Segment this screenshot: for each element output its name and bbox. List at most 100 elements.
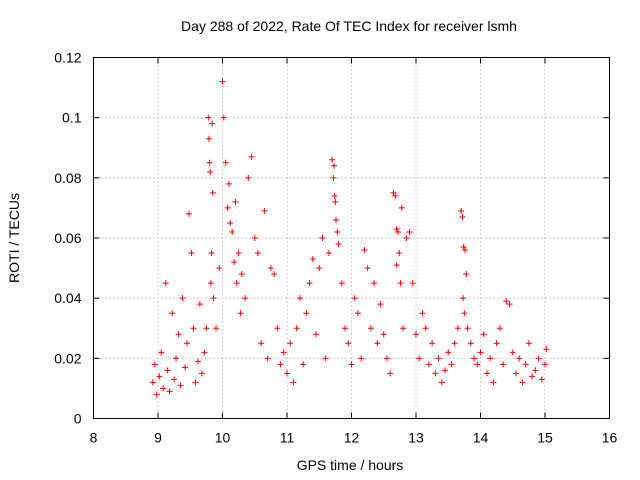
data-point — [330, 174, 337, 181]
data-point — [185, 210, 192, 217]
data-point — [237, 310, 244, 317]
data-point — [209, 189, 216, 196]
data-point — [516, 355, 523, 362]
data-point — [173, 355, 180, 362]
data-point — [500, 361, 507, 368]
data-point — [503, 298, 510, 305]
data-point — [229, 228, 236, 235]
data-point — [251, 235, 258, 241]
data-point — [319, 235, 326, 241]
data-point — [300, 361, 307, 368]
data-point — [390, 189, 397, 196]
data-point — [190, 325, 197, 332]
data-point — [188, 250, 195, 257]
data-point — [290, 379, 297, 386]
data-point — [151, 361, 158, 368]
y-tick-label: 0 — [74, 411, 82, 427]
data-point — [460, 244, 467, 251]
data-point — [322, 355, 329, 362]
data-point — [179, 295, 186, 302]
data-point — [293, 325, 300, 332]
data-point — [309, 256, 316, 263]
data-point — [409, 280, 416, 287]
data-point — [162, 280, 169, 287]
x-tick-label: 10 — [215, 430, 231, 446]
data-point — [338, 280, 345, 287]
data-point — [224, 204, 231, 211]
data-point — [529, 373, 536, 380]
data-point — [425, 361, 432, 368]
data-point — [393, 225, 400, 232]
data-point — [506, 301, 513, 308]
data-point — [400, 325, 407, 332]
x-axis-label: GPS time / hours — [297, 457, 404, 473]
x-tick-label: 12 — [344, 430, 360, 446]
data-point — [458, 207, 465, 214]
data-point — [235, 250, 242, 257]
data-point — [198, 370, 205, 377]
data-point — [522, 361, 529, 368]
data-point — [306, 280, 313, 287]
data-point — [192, 379, 199, 386]
data-point — [254, 250, 261, 257]
data-point — [445, 349, 452, 356]
data-point — [432, 370, 439, 377]
data-point — [463, 271, 470, 278]
data-point — [206, 159, 213, 166]
data-point — [467, 340, 474, 347]
data-point — [342, 325, 349, 332]
data-point — [245, 174, 252, 181]
data-point — [261, 207, 268, 214]
data-point — [496, 325, 503, 332]
data-point — [225, 180, 232, 187]
data-point — [222, 159, 229, 166]
data-point — [398, 204, 405, 211]
data-point — [220, 114, 227, 121]
data-point — [216, 265, 223, 272]
data-point — [175, 331, 182, 338]
data-point — [397, 280, 404, 287]
data-point — [509, 349, 516, 356]
data-point — [160, 385, 167, 392]
data-point — [462, 247, 469, 254]
data-point — [383, 355, 390, 362]
data-point — [354, 310, 361, 317]
data-point — [194, 358, 201, 365]
data-point — [480, 331, 487, 338]
data-point — [483, 370, 490, 377]
data-point — [367, 325, 374, 332]
data-point — [416, 355, 423, 362]
y-tick-label: 0.12 — [54, 50, 81, 66]
data-point — [274, 325, 281, 332]
data-point — [345, 340, 352, 347]
data-point — [329, 156, 336, 163]
data-point — [210, 295, 217, 302]
data-point — [413, 331, 419, 338]
data-point — [451, 340, 458, 347]
data-point — [156, 373, 163, 380]
data-point — [493, 340, 500, 347]
data-point — [474, 361, 481, 368]
x-tick-label: 15 — [537, 430, 553, 446]
data-point — [271, 271, 278, 278]
data-point — [442, 367, 449, 374]
y-tick-label: 0.04 — [54, 290, 81, 306]
data-point — [394, 228, 401, 235]
x-tick-label: 13 — [408, 430, 424, 446]
data-point — [477, 349, 484, 356]
data-point — [158, 349, 165, 356]
data-point — [422, 325, 429, 332]
data-point — [406, 228, 413, 235]
data-point — [348, 361, 355, 368]
data-point — [316, 265, 323, 272]
data-point — [258, 340, 265, 347]
data-point — [227, 219, 234, 226]
data-point — [166, 388, 173, 395]
data-point — [264, 355, 271, 362]
data-point — [419, 310, 426, 317]
data-point — [153, 391, 160, 398]
data-point — [331, 162, 338, 169]
y-tick-label: 0.06 — [54, 230, 81, 246]
data-point — [219, 78, 226, 85]
